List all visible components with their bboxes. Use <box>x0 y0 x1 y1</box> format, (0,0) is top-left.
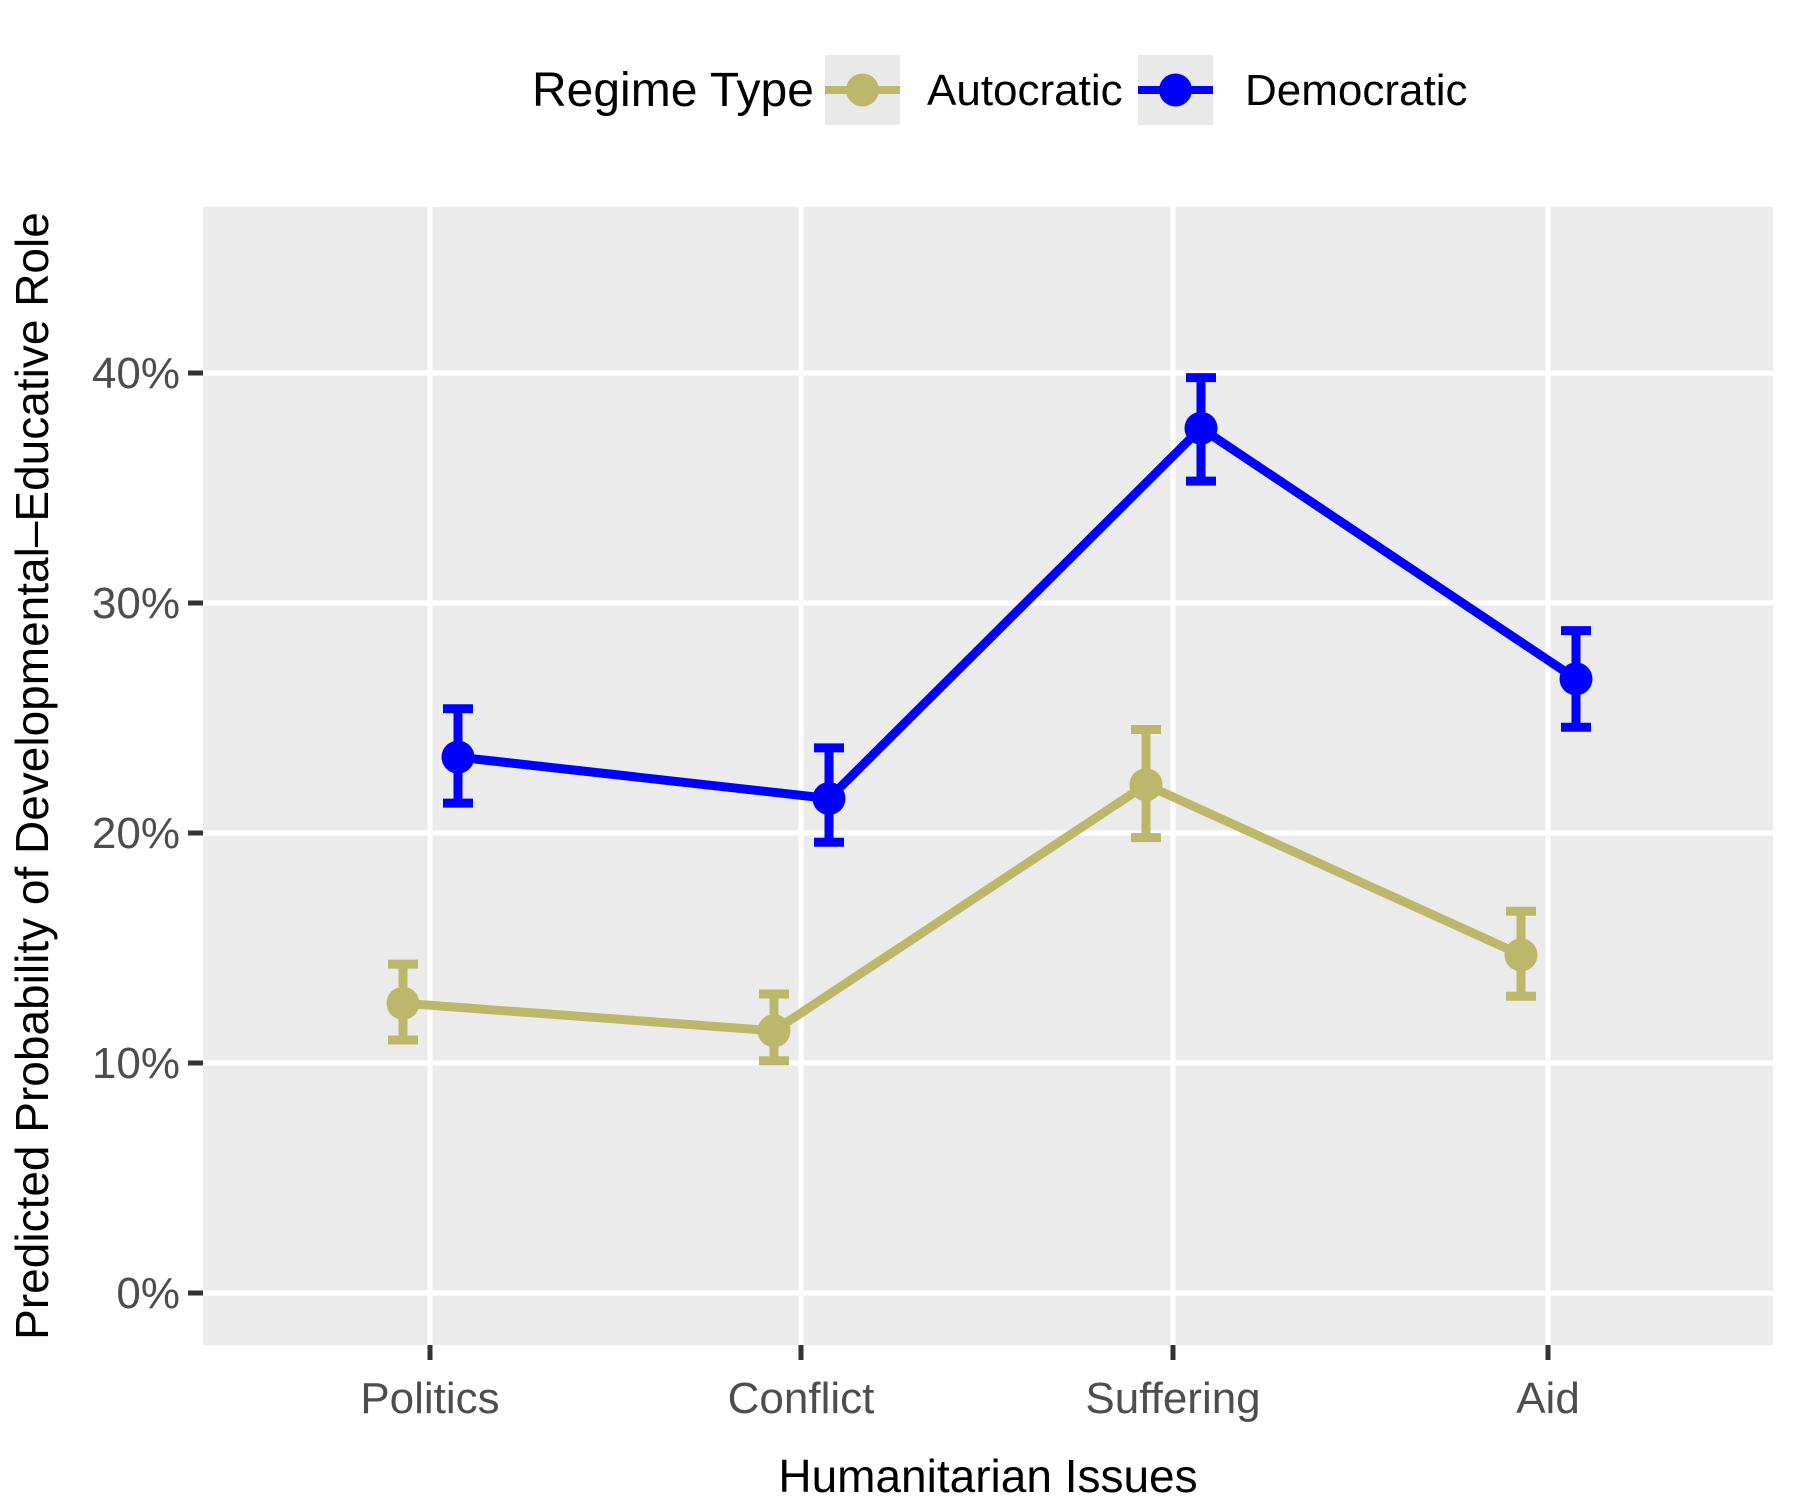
legend-label-autocratic: Autocratic <box>927 66 1123 115</box>
x-axis-title: Humanitarian Issues <box>778 1450 1197 1500</box>
y-tick-label: 40% <box>92 349 180 398</box>
plot-panel <box>203 207 1773 1345</box>
data-point-democratic-politics <box>441 740 475 774</box>
data-point-autocratic-politics <box>386 986 420 1020</box>
data-point-autocratic-suffering <box>1129 768 1163 802</box>
x-tick-label: Conflict <box>728 1374 875 1423</box>
legend-key-point-icon <box>846 73 879 107</box>
y-tick-label: 10% <box>92 1039 180 1088</box>
x-tick-label: Aid <box>1516 1374 1580 1423</box>
x-tick-label: Politics <box>360 1374 499 1423</box>
data-point-democratic-conflict <box>812 782 846 815</box>
series-line-democratic <box>457 422 1579 804</box>
data-point-autocratic-aid <box>1504 938 1538 972</box>
data-point-democratic-aid <box>1559 662 1593 696</box>
legend-key-point-icon <box>1159 73 1192 107</box>
series-line-autocratic <box>402 779 1523 1036</box>
data-point-autocratic-conflict <box>757 1014 791 1048</box>
x-tick-label: Suffering <box>1085 1374 1260 1423</box>
y-tick-label: 30% <box>92 579 180 628</box>
y-tick-label: 20% <box>92 809 180 858</box>
legend-title: Regime Type <box>532 64 814 117</box>
data-point-democratic-suffering <box>1184 411 1218 445</box>
legend-label-democratic: Democratic <box>1245 66 1468 115</box>
y-axis-title: Predicted Probability of Developmental–E… <box>6 212 58 1340</box>
y-tick-label: 0% <box>116 1269 180 1318</box>
